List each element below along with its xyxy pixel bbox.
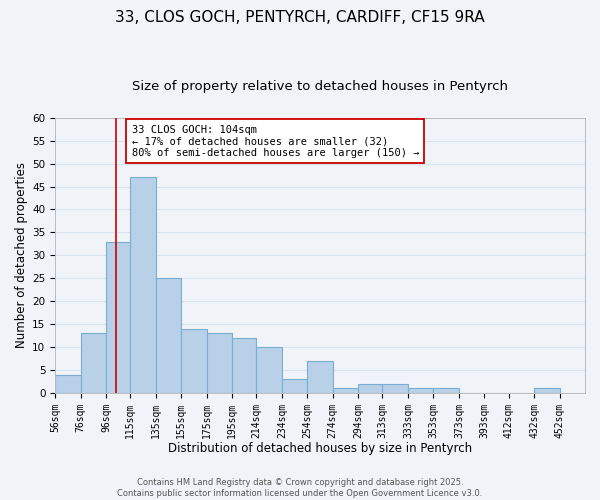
Bar xyxy=(534,388,560,393)
Text: 33, CLOS GOCH, PENTYRCH, CARDIFF, CF15 9RA: 33, CLOS GOCH, PENTYRCH, CARDIFF, CF15 9… xyxy=(115,10,485,25)
Bar xyxy=(358,384,382,393)
Bar xyxy=(232,338,256,393)
Bar xyxy=(106,242,130,393)
Bar xyxy=(55,374,80,393)
Y-axis label: Number of detached properties: Number of detached properties xyxy=(15,162,28,348)
Title: Size of property relative to detached houses in Pentyrch: Size of property relative to detached ho… xyxy=(132,80,508,93)
Bar xyxy=(80,334,106,393)
Bar xyxy=(156,278,181,393)
Bar xyxy=(282,379,307,393)
Text: 33 CLOS GOCH: 104sqm
← 17% of detached houses are smaller (32)
80% of semi-detac: 33 CLOS GOCH: 104sqm ← 17% of detached h… xyxy=(131,124,419,158)
Bar xyxy=(256,347,282,393)
X-axis label: Distribution of detached houses by size in Pentyrch: Distribution of detached houses by size … xyxy=(168,442,472,455)
Bar xyxy=(333,388,358,393)
Bar xyxy=(408,388,433,393)
Bar xyxy=(207,334,232,393)
Bar xyxy=(181,328,207,393)
Bar xyxy=(130,178,156,393)
Bar xyxy=(433,388,459,393)
Bar xyxy=(382,384,408,393)
Text: Contains HM Land Registry data © Crown copyright and database right 2025.
Contai: Contains HM Land Registry data © Crown c… xyxy=(118,478,482,498)
Bar xyxy=(307,361,333,393)
